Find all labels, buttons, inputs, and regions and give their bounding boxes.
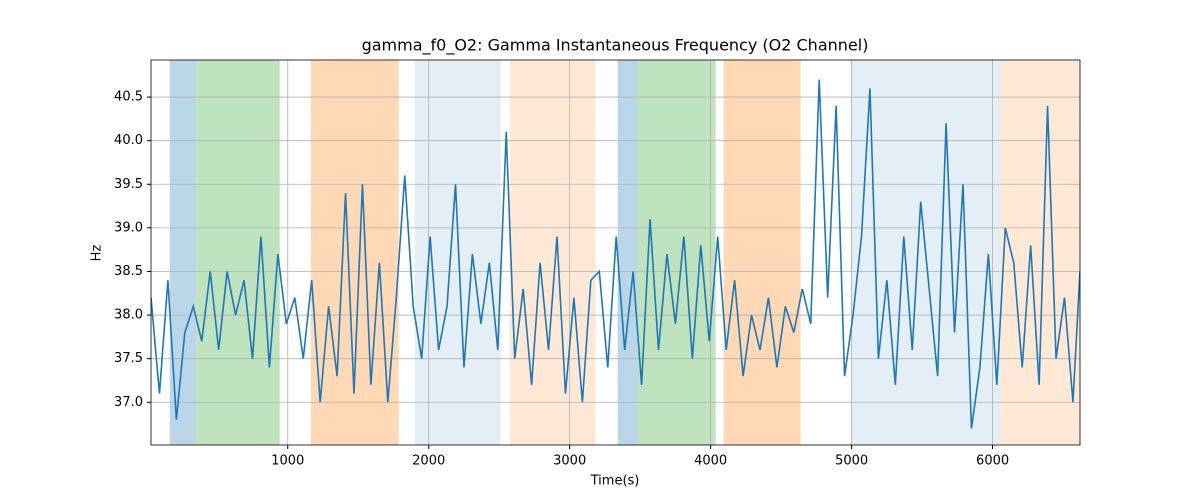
regions xyxy=(169,60,1080,445)
shaded-region xyxy=(1000,60,1080,445)
x-tick-label: 4000 xyxy=(694,454,727,469)
x-tick-label: 5000 xyxy=(835,454,868,469)
y-tick-label: 40.0 xyxy=(114,133,143,148)
x-axis-label: Time(s) xyxy=(590,474,640,489)
y-tick-label: 37.5 xyxy=(114,351,143,366)
y-axis-label: Hz xyxy=(90,245,105,262)
shaded-region xyxy=(414,60,501,445)
y-tick-label: 39.5 xyxy=(114,177,143,192)
y-tick-label: 38.5 xyxy=(114,264,143,279)
data-line xyxy=(151,79,1080,429)
shaded-region xyxy=(195,60,280,445)
plot xyxy=(151,79,1080,429)
x-tick-label: 3000 xyxy=(553,454,586,469)
y-tick-label: 38.0 xyxy=(114,308,143,323)
chart-title: gamma_f0_O2: Gamma Instantaneous Frequen… xyxy=(362,36,869,56)
shaded-region xyxy=(637,60,716,445)
x-tick-label: 6000 xyxy=(976,454,1009,469)
shaded-region xyxy=(723,60,801,445)
frame xyxy=(150,59,1081,446)
y-tick-label: 39.0 xyxy=(114,220,143,235)
shaded-region xyxy=(617,60,638,445)
x-tick-label: 1000 xyxy=(271,454,304,469)
x-tick-label: 2000 xyxy=(412,454,445,469)
y-tick-label: 37.0 xyxy=(114,395,143,410)
y-tick-label: 40.5 xyxy=(114,90,143,105)
labels: 1000 2000 3000 4000 5000 6000 37.0 37.5 38.0 38.5… xyxy=(114,90,1009,469)
